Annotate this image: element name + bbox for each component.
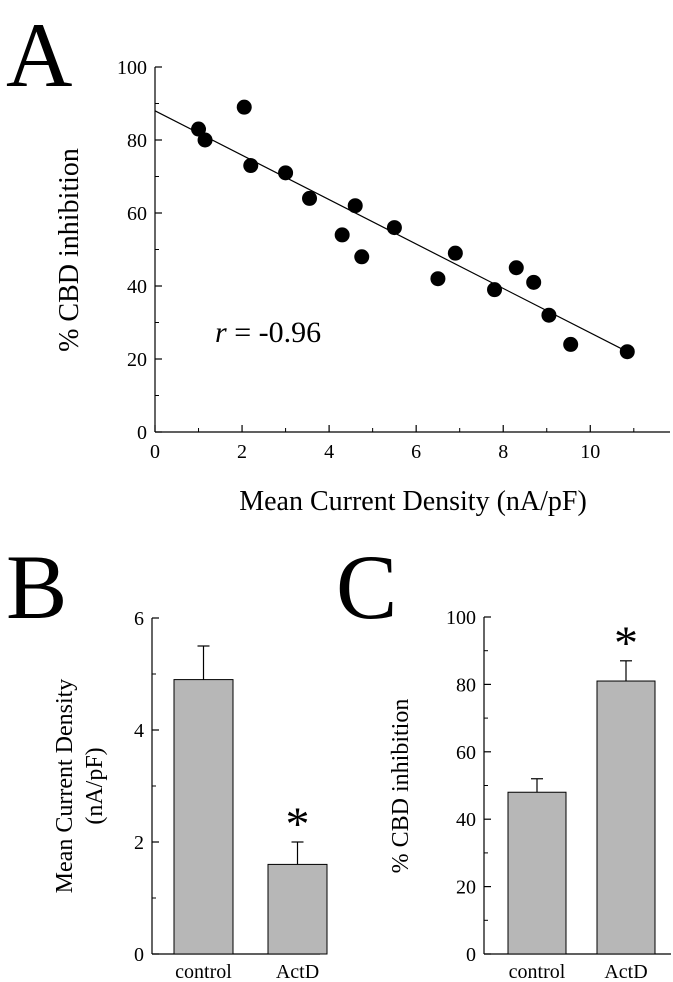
- panel-a-y-tick-label: 80: [127, 130, 147, 152]
- panel-a-y-tick-label: 0: [137, 422, 147, 444]
- panel-c-y-axis-label: % CBD inhibition: [388, 699, 414, 874]
- panel-b-y-tick-label: 4: [134, 720, 144, 742]
- panel-a-y-tick-label: 60: [127, 203, 147, 225]
- data-point: [447, 245, 463, 261]
- panel-a-y-axis-label: % CBD inhibition: [54, 148, 85, 352]
- panel-c-significance-star: *: [614, 617, 638, 670]
- panel-c-y-tick-label: 40: [456, 809, 476, 831]
- data-point: [302, 190, 318, 206]
- panel-label-c: C: [336, 536, 397, 638]
- data-point: [334, 227, 350, 243]
- panel-a-x-tick-label: 0: [150, 441, 160, 463]
- panel-c-y-ticks: 0 20 40 60 80 100: [446, 607, 491, 966]
- panel-b-y-tick-label: 2: [134, 832, 144, 854]
- bar-panel-c: 0 20 40 60 80 100 control ActD * % CBD inhibiti…: [388, 607, 671, 982]
- panel-label-b: B: [6, 536, 67, 638]
- panel-b-y-axis-label-line2: (nA/pF): [82, 747, 108, 824]
- panel-c-y-tick-label: 0: [466, 944, 476, 966]
- panel-label-a: A: [6, 4, 72, 106]
- data-point: [508, 260, 524, 276]
- panel-b-significance-star: *: [286, 798, 310, 851]
- data-point: [243, 158, 259, 174]
- data-point: [563, 336, 579, 352]
- data-point: [278, 165, 294, 181]
- panel-b-category-label: control: [175, 961, 232, 982]
- panel-b-y-tick-label: 6: [134, 608, 144, 630]
- panel-b-bar-control: [173, 679, 234, 955]
- panel-c-y-tick-label: 60: [456, 742, 476, 764]
- data-point: [430, 271, 446, 287]
- panel-c-y-tick-label: 20: [456, 877, 476, 899]
- data-point: [541, 307, 557, 323]
- panel-c-bar-control: [507, 791, 567, 955]
- panel-a-x-tick-label: 6: [411, 441, 421, 463]
- data-point: [236, 99, 252, 115]
- data-point: [191, 121, 207, 137]
- scatter-points: [191, 99, 635, 360]
- data-point: [386, 220, 402, 236]
- panel-a-x-tick-label: 8: [498, 441, 508, 463]
- panel-c-category-label: control: [509, 961, 566, 982]
- correlation-annotation: r = -0.96: [215, 316, 321, 349]
- data-point: [197, 132, 213, 148]
- panel-b-y-axis-label-line1: Mean Current Density: [52, 679, 78, 894]
- panel-a-x-ticks: 0 2 4 6 8 10: [150, 425, 635, 463]
- panel-c-y-tick-label: 80: [456, 674, 476, 696]
- panel-a-y-tick-label: 100: [117, 57, 147, 79]
- data-point: [354, 249, 370, 265]
- panel-c-bar-actd: [596, 680, 656, 955]
- panel-a-y-ticks: 0 20 40 60 80 100: [117, 57, 162, 444]
- r-symbol: r: [215, 316, 227, 349]
- panel-b-category-label: ActD: [276, 961, 319, 982]
- panel-b-bars: control ActD *: [173, 645, 328, 982]
- panel-c-bars: control ActD *: [507, 617, 656, 982]
- data-point: [526, 274, 542, 290]
- panel-c-category-label: ActD: [604, 961, 647, 982]
- panel-b-bar-actd: [267, 863, 328, 955]
- panel-a-x-tick-label: 2: [237, 441, 247, 463]
- r-value: = -0.96: [227, 316, 321, 349]
- panel-b-y-ticks: 0 2 4 6: [134, 608, 159, 966]
- scatter-panel-a: 0 20 40 60 80 100 0 2 4 6 8 10 r = -0.96 Mean Curr…: [54, 57, 670, 517]
- panel-b-y-tick-label: 0: [134, 944, 144, 966]
- data-point: [619, 344, 635, 360]
- panel-a-x-axis-label: Mean Current Density (nA/pF): [239, 486, 587, 517]
- data-point: [347, 198, 363, 214]
- panel-a-x-tick-label: 4: [324, 441, 334, 463]
- data-point: [487, 282, 503, 298]
- panel-c-y-tick-label: 100: [446, 607, 476, 629]
- bar-panel-b: 0 2 4 6 control ActD * Mean Current Density (…: [52, 608, 328, 982]
- panel-a-y-tick-label: 40: [127, 276, 147, 298]
- panel-a-y-tick-label: 20: [127, 349, 147, 371]
- panel-a-x-tick-label: 10: [580, 441, 600, 463]
